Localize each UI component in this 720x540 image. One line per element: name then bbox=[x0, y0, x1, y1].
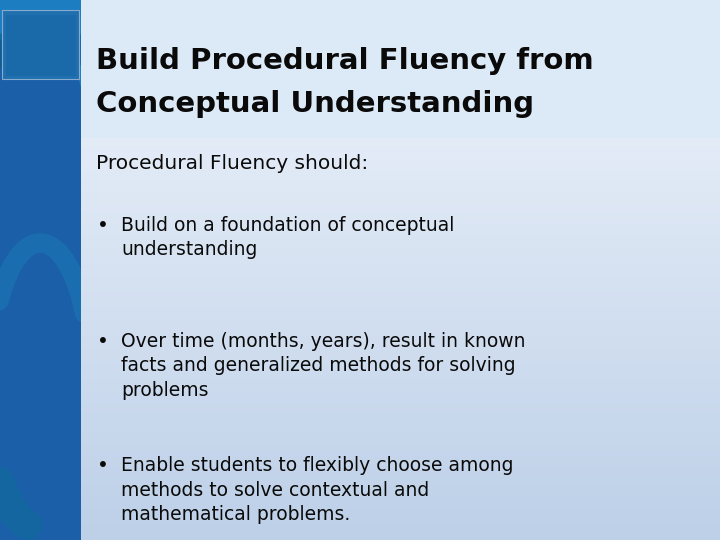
FancyBboxPatch shape bbox=[0, 0, 81, 540]
Text: Build Procedural Fluency from: Build Procedural Fluency from bbox=[96, 47, 593, 75]
FancyBboxPatch shape bbox=[6, 15, 76, 76]
Text: Enable students to flexibly choose among
methods to solve contextual and
mathema: Enable students to flexibly choose among… bbox=[121, 456, 513, 524]
Text: Over time (months, years), result in known
facts and generalized methods for sol: Over time (months, years), result in kno… bbox=[121, 332, 526, 400]
Text: Conceptual Understanding: Conceptual Understanding bbox=[96, 90, 534, 118]
Text: Procedural Fluency should:: Procedural Fluency should: bbox=[96, 154, 368, 173]
Text: •: • bbox=[97, 332, 109, 351]
FancyBboxPatch shape bbox=[2, 10, 79, 79]
Text: •: • bbox=[97, 456, 109, 475]
FancyBboxPatch shape bbox=[81, 0, 720, 138]
Text: •: • bbox=[97, 216, 109, 235]
Text: Build on a foundation of conceptual
understanding: Build on a foundation of conceptual unde… bbox=[121, 216, 454, 259]
